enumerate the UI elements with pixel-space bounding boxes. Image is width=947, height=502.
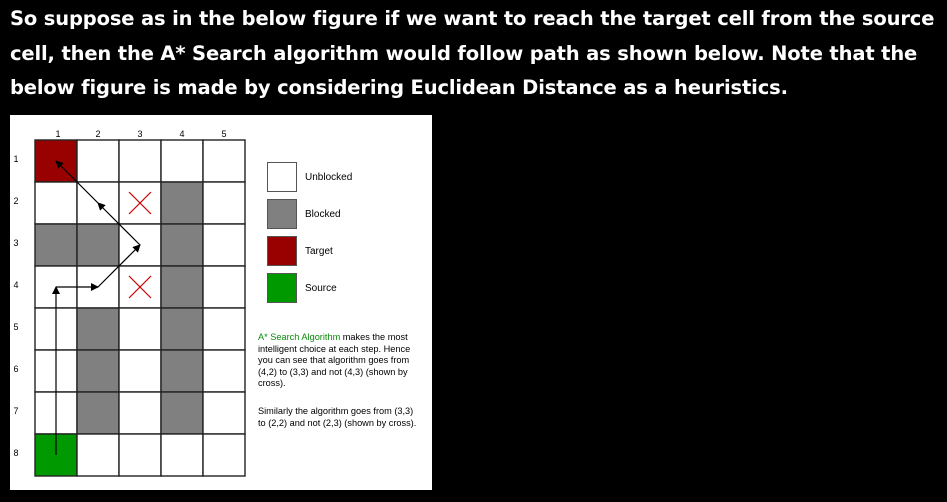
grid-cell-unblocked — [118, 349, 162, 393]
row-label: 8 — [13, 448, 18, 458]
grid-cell-unblocked — [202, 181, 246, 225]
grid-cell-blocked — [160, 265, 204, 309]
col-label: 2 — [95, 129, 100, 139]
legend-swatch-unblocked — [267, 162, 297, 192]
cross-mark-icon — [128, 275, 152, 299]
grid-cell-unblocked — [118, 433, 162, 477]
grid-cell-unblocked — [118, 307, 162, 351]
legend-label-blocked: Blocked — [305, 209, 341, 220]
grid-cell-blocked — [76, 391, 120, 435]
grid-cell-unblocked — [76, 433, 120, 477]
row-label: 1 — [13, 154, 18, 164]
path-arrow — [55, 160, 99, 204]
grid-cell-unblocked — [118, 139, 162, 183]
grid-cell-unblocked — [118, 391, 162, 435]
grid-cell-blocked — [160, 307, 204, 351]
legend-label-unblocked: Unblocked — [305, 172, 353, 183]
grid-diagram: 1 2 3 4 5 1 2 3 4 5 6 7 8 — [13, 129, 246, 477]
col-label: 5 — [221, 129, 226, 139]
row-label: 2 — [13, 196, 18, 206]
intro-paragraph: So suppose as in the below figure if we … — [10, 7, 935, 99]
path-arrow — [97, 202, 141, 246]
grid-cell-blocked — [160, 223, 204, 267]
grid-cell-blocked — [160, 391, 204, 435]
grid-cell-blocked — [76, 307, 120, 351]
grid-cell-unblocked — [202, 391, 246, 435]
col-label: 4 — [179, 129, 184, 139]
cross-mark-icon — [128, 191, 152, 215]
row-label: 3 — [13, 238, 18, 248]
explanation-note-1: A* Search Algorithm makes the most intel… — [258, 332, 423, 390]
grid-cell-unblocked — [160, 139, 204, 183]
grid-cell-unblocked — [202, 139, 246, 183]
legend-swatch-source — [267, 273, 297, 303]
legend-label-source: Source — [305, 283, 337, 294]
note-highlight: A* Search Algorithm — [258, 332, 341, 342]
explanation-note-2: Similarly the algorithm goes from (3,3) … — [258, 406, 417, 428]
astar-figure: 1 2 3 4 5 1 2 3 4 5 6 7 8 Unblocked Blocked Target S… — [10, 115, 432, 490]
grid-cell-blocked — [160, 181, 204, 225]
row-label: 6 — [13, 364, 18, 374]
grid-cell-unblocked — [202, 433, 246, 477]
grid-cell-unblocked — [76, 139, 120, 183]
legend-swatch-blocked — [267, 199, 297, 229]
grid-cell-unblocked — [202, 223, 246, 267]
grid-cell-blocked — [34, 223, 78, 267]
grid-cell-unblocked — [202, 265, 246, 309]
path-arrow — [97, 244, 141, 288]
note-text: makes the most intelligent choice at eac… — [258, 332, 411, 388]
grid-cell-unblocked — [34, 181, 78, 225]
grid-cell-unblocked — [160, 433, 204, 477]
legend-swatch-target — [267, 236, 297, 266]
grid-cell-unblocked — [202, 349, 246, 393]
grid-cell-blocked — [160, 349, 204, 393]
row-label: 7 — [13, 406, 18, 416]
legend-label-target: Target — [305, 246, 333, 257]
col-label: 1 — [55, 129, 60, 139]
col-label: 3 — [137, 129, 142, 139]
row-label: 4 — [13, 280, 18, 290]
row-label: 5 — [13, 322, 18, 332]
grid-cell-unblocked — [202, 307, 246, 351]
grid-cell-blocked — [76, 349, 120, 393]
grid-cell-blocked — [76, 223, 120, 267]
